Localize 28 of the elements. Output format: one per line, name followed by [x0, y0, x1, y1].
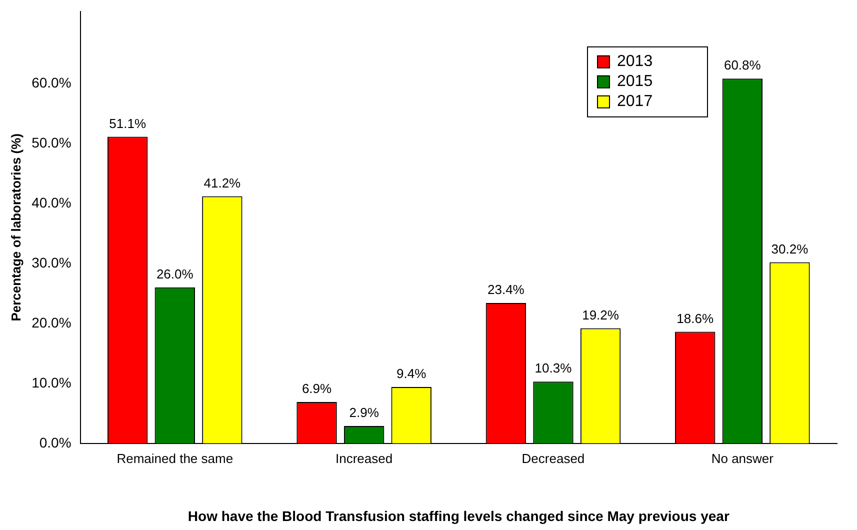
data-label: 18.6% — [676, 310, 714, 326]
data-label: 60.8% — [724, 58, 762, 73]
data-label: 51.1% — [109, 116, 146, 131]
x-tick-label: Decreased — [522, 450, 585, 466]
y-tick-label: 50.0% — [32, 134, 72, 150]
data-label: 30.2% — [771, 241, 809, 256]
y-tick-label: 30.0% — [32, 254, 72, 270]
legend-label: 2017 — [617, 92, 653, 110]
x-axis-title: How have the Blood Transfusion staffing levels changed since May previous year — [188, 508, 730, 524]
data-label: 19.2% — [582, 307, 620, 322]
legend-label: 2013 — [617, 52, 653, 70]
x-tick-label: No answer — [711, 450, 774, 466]
x-tick-label: Remained the same — [116, 450, 234, 466]
y-tick-label: 0.0% — [39, 434, 72, 450]
data-label: 9.4% — [396, 366, 427, 382]
data-label: 26.0% — [156, 266, 194, 282]
legend-label: 2015 — [617, 72, 653, 90]
data-label: 23.4% — [488, 282, 525, 298]
data-label: 6.9% — [302, 381, 332, 396]
y-tick-label: 20.0% — [32, 314, 72, 330]
y-tick-label: 10.0% — [32, 374, 72, 390]
y-axis-title: Percentage of laboratories (%) — [8, 133, 24, 322]
y-tick-label: 60.0% — [32, 74, 72, 90]
data-label: 10.3% — [534, 360, 572, 376]
y-tick-label: 40.0% — [32, 194, 72, 210]
data-label: 41.2% — [204, 175, 242, 190]
data-label: 2.9% — [349, 405, 380, 420]
x-tick-label: Increased — [336, 450, 393, 466]
